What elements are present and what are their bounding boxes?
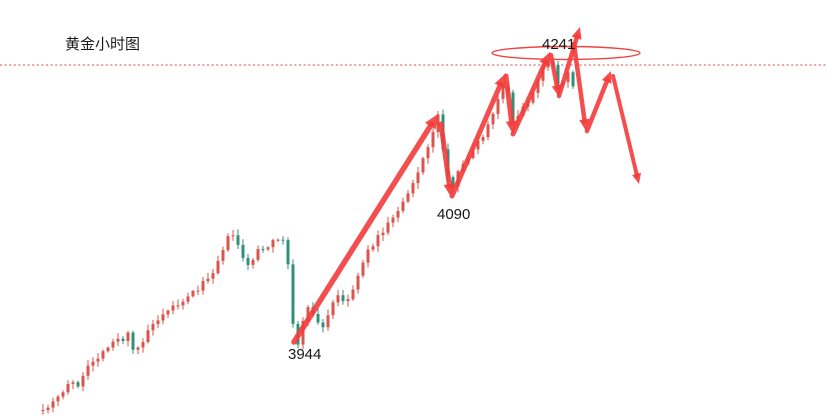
price-label-4090: 4090 [437,206,471,223]
price-label-4241: 4241 [542,36,576,53]
chart-title: 黄金小时图 [65,36,141,53]
price-label-3944: 3944 [288,346,322,363]
